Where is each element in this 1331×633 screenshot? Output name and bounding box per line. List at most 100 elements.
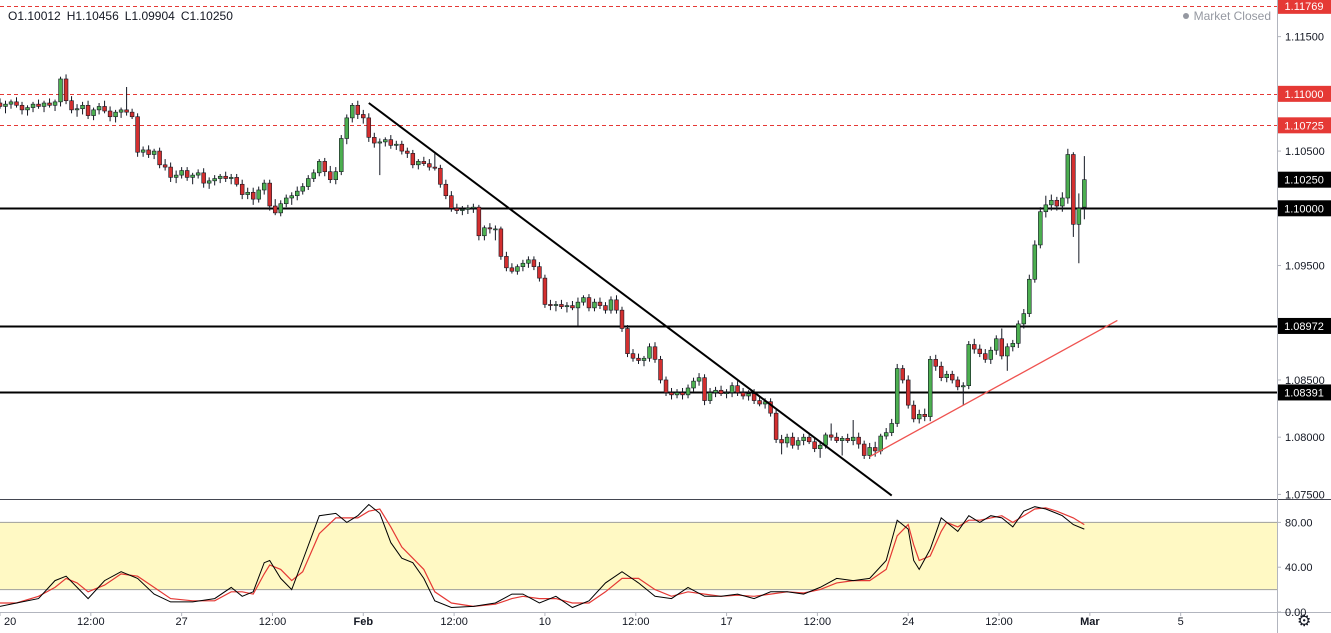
candle-body-181 bbox=[994, 338, 999, 351]
candle-body-11 bbox=[58, 78, 63, 103]
candle-body-77 bbox=[421, 161, 427, 164]
candle-body-114 bbox=[625, 328, 630, 354]
candle-body-85 bbox=[465, 207, 471, 210]
candle-body-72 bbox=[394, 143, 399, 146]
candle-body-109 bbox=[597, 301, 603, 306]
level-label-4: 1.08972 bbox=[1284, 321, 1324, 333]
candle-body-24 bbox=[129, 111, 135, 118]
candle-body-9 bbox=[47, 102, 52, 106]
candle-body-125 bbox=[685, 387, 691, 396]
candle-body-165 bbox=[905, 379, 911, 406]
candle-body-146 bbox=[801, 436, 806, 441]
candle-body-187 bbox=[1027, 278, 1032, 314]
candle-body-129 bbox=[707, 392, 713, 401]
candle-body-126 bbox=[691, 380, 696, 389]
candle-body-110 bbox=[603, 305, 608, 311]
candle-body-68 bbox=[372, 137, 377, 144]
candle-body-156 bbox=[856, 436, 861, 445]
candle-body-186 bbox=[1021, 313, 1027, 325]
candle-body-103 bbox=[564, 305, 570, 308]
candle-body-44 bbox=[239, 183, 245, 195]
candle-body-152 bbox=[834, 436, 839, 441]
candle-body-36 bbox=[195, 172, 201, 176]
level-label-3: 1.10000 bbox=[1284, 203, 1324, 215]
candle-body-64 bbox=[350, 104, 355, 119]
time-tick-label-11: 12:00 bbox=[985, 616, 1013, 628]
candle-body-27 bbox=[146, 149, 151, 155]
candle-body-78 bbox=[427, 163, 432, 168]
time-tick-label-3: 12:00 bbox=[259, 616, 287, 628]
candle-body-161 bbox=[883, 432, 889, 437]
candle-body-130 bbox=[713, 389, 718, 393]
candle-body-115 bbox=[630, 353, 636, 359]
time-tick-label-5: 12:00 bbox=[440, 616, 468, 628]
candle-body-171 bbox=[939, 365, 944, 378]
candle-body-104 bbox=[570, 305, 575, 309]
candle-body-150 bbox=[823, 434, 828, 446]
candle-body-154 bbox=[845, 438, 850, 441]
candle-body-2 bbox=[8, 101, 14, 105]
level-label-box-3 bbox=[1278, 200, 1331, 217]
candle-body-133 bbox=[729, 385, 735, 393]
candle-body-53 bbox=[289, 195, 294, 199]
candle-body-137 bbox=[751, 393, 757, 401]
candle-body-73 bbox=[399, 143, 405, 152]
candle-body-153 bbox=[839, 438, 845, 441]
candle-body-35 bbox=[190, 174, 195, 178]
candle-body-10 bbox=[52, 101, 58, 106]
candle-body-46 bbox=[250, 191, 256, 200]
time-tick-label-8: 17 bbox=[720, 616, 732, 628]
candle-body-173 bbox=[950, 373, 955, 381]
candle-body-168 bbox=[922, 414, 927, 417]
candle-body-106 bbox=[581, 297, 586, 303]
last-price-box bbox=[1278, 171, 1331, 188]
candle-body-81 bbox=[443, 183, 449, 197]
candle-body-13 bbox=[69, 100, 74, 111]
candle-body-191 bbox=[1049, 199, 1054, 206]
candle-body-12 bbox=[63, 78, 69, 102]
candle-body-167 bbox=[916, 414, 922, 420]
candle-body-162 bbox=[889, 423, 894, 433]
candle-body-178 bbox=[977, 348, 982, 354]
candle-body-19 bbox=[102, 106, 107, 112]
candle-body-157 bbox=[861, 443, 867, 456]
candle-body-142 bbox=[779, 439, 784, 444]
candle-body-14 bbox=[74, 108, 80, 111]
candle-body-57 bbox=[311, 172, 316, 179]
candle-body-143 bbox=[784, 436, 790, 444]
candle-body-128 bbox=[702, 377, 707, 401]
candle-body-17 bbox=[91, 109, 96, 116]
candle-body-113 bbox=[619, 309, 625, 329]
ohlc-close: C1.10250 bbox=[180, 9, 233, 23]
candle-body-159 bbox=[872, 447, 878, 452]
candle-body-6 bbox=[30, 103, 36, 108]
level-label-box-1 bbox=[1278, 85, 1331, 102]
gear-icon[interactable]: ⚙ bbox=[1297, 613, 1312, 630]
candle-body-138 bbox=[757, 400, 762, 405]
candle-body-55 bbox=[300, 186, 305, 192]
candle-body-107 bbox=[586, 297, 592, 309]
level-label-box-5 bbox=[1278, 384, 1331, 401]
candle-body-66 bbox=[361, 114, 366, 119]
candle-body-8 bbox=[41, 102, 47, 107]
stochastic-band bbox=[0, 522, 1277, 590]
candle-body-38 bbox=[206, 180, 212, 184]
candle-body-67 bbox=[366, 117, 372, 138]
candle-body-0 bbox=[0, 102, 3, 107]
candle-body-32 bbox=[173, 174, 179, 178]
stoch-tick-label-2: 0.00 bbox=[1285, 607, 1306, 619]
candle-body-92 bbox=[504, 256, 509, 269]
stoch-tick-label-1: 40.00 bbox=[1285, 562, 1313, 574]
candle-body-194 bbox=[1065, 154, 1071, 199]
candle-body-158 bbox=[867, 447, 872, 456]
candles bbox=[0, 74, 1087, 459]
candle-body-147 bbox=[806, 436, 812, 443]
candle-body-148 bbox=[812, 441, 817, 449]
stoch-tick-label-0: 80.00 bbox=[1285, 517, 1313, 529]
candle-body-108 bbox=[592, 301, 597, 309]
time-tick-label-6: 10 bbox=[539, 616, 551, 628]
candle-body-193 bbox=[1060, 197, 1065, 207]
